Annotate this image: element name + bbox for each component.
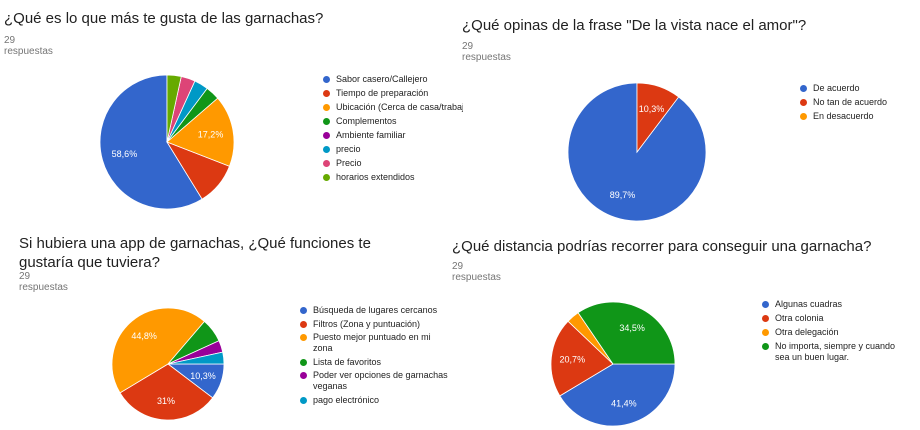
chart-1-slice-3-label: 17,2% [198,129,224,139]
legend-label: Otra colonia [775,313,824,323]
legend-swatch [300,320,307,328]
chart-3-legend-item-3[interactable]: Puesto mejor puntuado en mi zona [300,332,450,354]
legend-label: En desacuerdo [813,111,874,121]
legend-swatch [323,146,330,153]
chart-3-slice-2-label: 31% [157,396,175,406]
legend-label: pago electrónico [313,394,380,405]
chart-3-legend: Búsqueda de lugares cercanos Filtros (Zon… [300,305,450,408]
chart-4-legend-item-1[interactable]: Algunas cuadras [762,299,912,310]
legend-swatch [762,315,769,322]
chart-2-response-count: 29 respuestas [462,41,511,63]
chart-3-pie: 10,3% 31% 44,8% [111,307,225,421]
chart-4-legend-item-4[interactable]: No importa, siempre y cuando sea un buen… [762,341,912,363]
legend-label: Tiempo de preparación [336,88,429,98]
chart-2-legend-item-3[interactable]: En desacuerdo [800,111,910,122]
legend-label: Puesto mejor puntuado en mi zona [313,332,431,353]
chart-3-legend-item-4[interactable]: Lista de favoritos [300,357,450,368]
legend-label: Algunas cuadras [775,299,843,309]
chart-2-legend-item-1[interactable]: De acuerdo [800,83,910,94]
chart-4-legend: Algunas cuadras Otra colonia Otra delegaci… [762,299,912,366]
legend-label: horarios extendidos [336,172,415,182]
chart-4-pie: 41,4% 20,7% 34,5% [550,301,676,427]
chart-3-legend-item-1[interactable]: Búsqueda de lugares cercanos [300,305,450,316]
chart-3-legend-item-5[interactable]: Poder ver opciones de garnachas veganas [300,370,450,392]
chart-2-title: ¿Qué opinas de la frase "De la vista nac… [462,17,807,34]
chart-3-slice-1-label: 10,3% [190,371,216,381]
legend-label: Ambiente familiar [336,130,406,140]
chart-1-slice-1[interactable] [99,74,203,210]
legend-swatch [323,174,330,181]
chart-1-legend-item-4[interactable]: Complementos [323,116,463,127]
chart-1-legend-item-3[interactable]: Ubicación (Cerca de casa/trabaj [323,102,463,113]
legend-label: De acuerdo [813,83,860,93]
chart-3-legend-item-6[interactable]: pago electrónico [300,395,450,406]
legend-swatch [323,104,330,111]
legend-swatch [323,90,330,97]
legend-label: Poder ver opciones de garnachas veganas [313,370,448,391]
legend-swatch [800,85,807,92]
chart-4-legend-item-2[interactable]: Otra colonia [762,313,912,324]
legend-swatch [300,358,307,366]
legend-label: No importa, siempre y cuando sea un buen… [775,341,896,362]
chart-3-slice-6[interactable] [167,351,225,365]
legend-swatch [762,329,769,336]
legend-label: Búsqueda de lugares cercanos [313,305,438,315]
legend-swatch [300,307,307,314]
legend-swatch [323,76,330,83]
chart-1-slice-3[interactable] [166,97,235,167]
legend-label: Lista de favoritos [313,356,382,367]
legend-swatch [800,99,807,106]
chart-1-legend-item-7[interactable]: Precio [323,158,463,169]
legend-label: Filtros (Zona y puntuación) [313,318,421,329]
chart-2-legend-item-2[interactable]: No tan de acuerdo [800,97,910,108]
legend-label: Precio [336,158,362,168]
chart-1-title: ¿Qué es lo que más te gusta de las garna… [4,10,324,27]
chart-3-legend-item-2[interactable]: Filtros (Zona y puntuación) [300,319,450,330]
chart-4-slice-1-label: 41,4% [611,398,637,408]
chart-4-legend-item-3[interactable]: Otra delegación [762,327,912,338]
chart-1-pie: 58,6% 17,2% [99,74,235,210]
chart-2-pie: 89,7% 10,3% [567,82,707,222]
chart-1-legend-item-1[interactable]: Sabor casero/Callejero [323,74,463,85]
chart-2-slice-2-label: 10,3% [639,104,665,114]
legend-swatch [300,334,307,341]
chart-3-slice-3[interactable] [111,307,205,394]
chart-4-slice-1[interactable] [559,363,676,427]
legend-label: Ubicación (Cerca de casa/trabaj [336,102,463,112]
legend-swatch [762,301,769,308]
chart-3-title: Si hubiera una app de garnachas, ¿Qué fu… [19,235,371,271]
chart-1-legend-item-8[interactable]: horarios extendidos [323,172,463,183]
legend-swatch [323,118,330,125]
chart-4-response-count: 29 respuestas [452,261,501,283]
chart-1-slice-1-label: 58,6% [112,149,138,159]
chart-2-legend: De acuerdo No tan de acuerdo En desacuerdo [800,83,910,125]
legend-label: Sabor casero/Callejero [336,74,428,84]
chart-4-title: ¿Qué distancia podrías recorrer para con… [452,238,872,255]
legend-swatch [323,132,330,139]
chart-1-legend-item-6[interactable]: precio [323,144,463,155]
legend-label: precio [336,144,361,154]
chart-4-slice-4-label: 34,5% [619,323,645,333]
chart-1-response-count: 29 respuestas [4,35,53,57]
chart-4-slice-2-label: 20,7% [560,355,586,365]
chart-1-legend: Sabor casero/Callejero Tiempo de preparac… [323,74,463,186]
chart-1-slice-8[interactable] [166,74,182,143]
chart-2-slice-2[interactable] [636,82,680,154]
chart-4-slice-2[interactable] [550,320,614,397]
chart-2-slice-1-label: 89,7% [610,190,636,200]
legend-label: Otra delegación [775,327,839,337]
legend-swatch [300,372,307,379]
chart-3-slice-3-label: 44,8% [131,331,157,341]
legend-swatch [762,343,769,350]
legend-swatch [300,396,307,404]
chart-3-slice-2[interactable] [119,363,214,421]
legend-swatch [323,160,330,167]
chart-4-slice-4[interactable] [577,301,676,365]
legend-swatch [800,113,807,120]
chart-1-legend-item-5[interactable]: Ambiente familiar [323,130,463,141]
legend-label: No tan de acuerdo [813,97,888,107]
chart-3-response-count: 29 respuestas [19,271,68,293]
legend-label: Complementos [336,116,397,126]
chart-1-legend-item-2[interactable]: Tiempo de preparación [323,88,463,99]
